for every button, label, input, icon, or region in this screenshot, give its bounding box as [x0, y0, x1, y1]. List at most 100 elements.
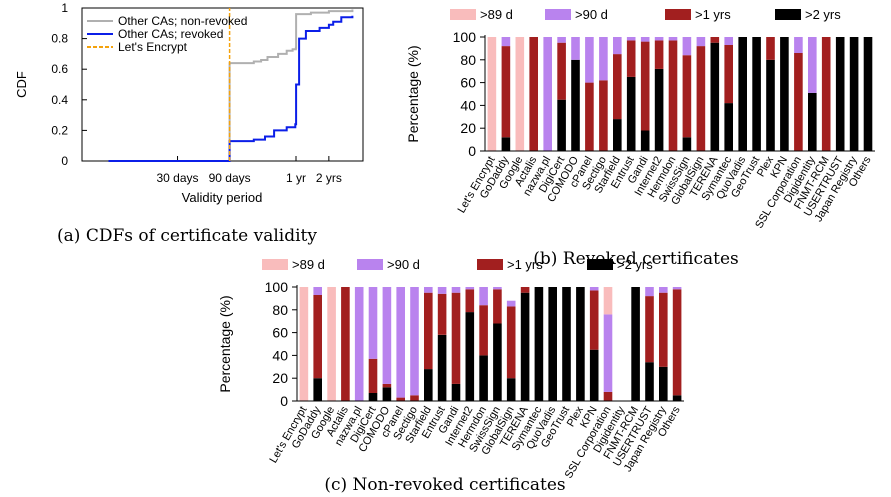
bar-segment	[543, 37, 552, 151]
bar-segment	[585, 82, 594, 151]
x-tick-label: 2 yrs	[316, 171, 342, 185]
caption-a: (a) CDFs of certificate validity	[57, 226, 317, 246]
bar-segment	[465, 289, 475, 313]
bar-segment	[659, 366, 668, 401]
bar-segment	[479, 305, 488, 356]
y-axis-label: Percentage (%)	[217, 295, 233, 392]
bar-segment	[529, 37, 538, 151]
bar-segment	[724, 45, 733, 104]
legend-swatch	[545, 9, 571, 20]
legend-swatch	[775, 9, 801, 20]
bar-segment	[501, 37, 511, 47]
bar-segment	[682, 55, 692, 138]
bar-segment	[599, 37, 608, 81]
bar-segment	[424, 292, 433, 370]
bar-segment	[506, 300, 516, 307]
bar-segment	[794, 53, 803, 151]
legend-label: Other CAs; revoked	[118, 27, 223, 41]
y-tick-label: 20	[272, 370, 288, 386]
bar-segment	[808, 37, 817, 93]
bar-segment	[437, 334, 447, 401]
bar-segment	[821, 37, 831, 151]
bar-segment	[710, 37, 720, 43]
legend-label: >90 d	[387, 257, 420, 272]
legend-swatch	[477, 259, 503, 270]
legend-label: >89 d	[292, 257, 325, 272]
y-tick-label: 100	[265, 279, 289, 295]
panel-b-revoked-chart: >89 d >90 d >1 yrs >2 yrs 0 20 40 60 80 100 Percen…	[405, 7, 875, 231]
bar-segment	[493, 323, 502, 401]
y-tick-label: 60	[272, 325, 288, 341]
y-tick-label: 0.4	[51, 93, 68, 107]
bar-segment	[520, 287, 530, 293]
legend-label: >1 yrs	[695, 7, 731, 22]
bar-segment	[557, 42, 566, 100]
caption-b: (b) Revoked certificates	[533, 249, 739, 269]
legend-swatch	[262, 259, 288, 270]
bar-segment	[710, 42, 720, 152]
x-tick-label: 30 days	[157, 171, 199, 185]
bar-segment	[808, 92, 817, 151]
bar-segment	[424, 369, 433, 401]
bar-segment	[465, 287, 475, 290]
bar-segment	[668, 40, 678, 151]
bar-segment	[794, 37, 803, 53]
legend-label: >90 d	[575, 7, 608, 22]
y-tick-label: 60	[460, 75, 476, 91]
bar-segment	[576, 287, 585, 401]
bar-segment	[613, 37, 622, 55]
legend-label: Other CAs; non-revoked	[118, 14, 247, 28]
bar-segment	[382, 287, 392, 384]
x-axis-label: Validity period	[182, 190, 263, 205]
bar-segment	[396, 287, 405, 398]
bar-segment	[299, 287, 309, 401]
bar-segment	[626, 37, 636, 41]
legend-label: >2 yrs	[617, 257, 653, 272]
bar-segment	[557, 99, 566, 151]
bar-segment	[451, 383, 461, 401]
bar-segment	[613, 119, 622, 151]
bar-segment	[410, 395, 419, 401]
bar-segment	[626, 40, 636, 77]
bar-segment	[382, 383, 392, 388]
bar-segment	[654, 68, 664, 151]
caption-c: (c) Non-revoked certificates	[324, 475, 565, 495]
y-axis-label: CDF	[14, 71, 29, 98]
panel-c-nonrevoked-chart: >89 d >90 d >1 yrs >2 yrs 0 20 40 60 80 100 Percen…	[217, 257, 684, 481]
legend-label: Let's Encrypt	[118, 40, 188, 54]
bar-segment	[724, 37, 733, 45]
bar-segment	[493, 287, 502, 290]
legend-label: >2 yrs	[805, 7, 841, 22]
panel-a-cdf-chart: 0 0.2 0.4 0.6 0.8 1 30 days 90 days 1 yr 2 yrs Oth…	[14, 1, 364, 205]
bar-segment	[659, 287, 668, 293]
bar-segment	[603, 391, 613, 401]
bar-segment	[557, 37, 566, 43]
x-tick-label: 90 days	[209, 171, 251, 185]
bar-segment	[382, 387, 392, 401]
bar-segment	[313, 287, 322, 295]
bar-segment	[368, 358, 378, 393]
y-tick-label: 40	[272, 347, 288, 363]
legend-b: >89 d >90 d >1 yrs >2 yrs	[450, 7, 841, 22]
y-tick-label: 0.2	[51, 123, 68, 137]
bar-segment	[654, 37, 664, 41]
y-tick-label: 100	[453, 29, 477, 45]
bar-segment	[506, 378, 516, 401]
y-tick-label: 80	[272, 302, 288, 318]
bar-segment	[501, 137, 511, 151]
bar-segment	[341, 287, 350, 401]
bar-segment	[327, 287, 336, 401]
bar-segment	[313, 295, 322, 379]
bar-segment	[645, 362, 654, 401]
bar-segment	[659, 292, 668, 367]
bar-segment	[668, 37, 678, 41]
bar-segment	[493, 289, 502, 324]
bar-segment	[451, 292, 461, 384]
legend-swatch	[587, 259, 613, 270]
y-tick-label: 0.6	[51, 62, 68, 76]
bar-segment	[766, 37, 775, 60]
legend-c: >89 d >90 d >1 yrs >2 yrs	[262, 257, 653, 272]
bar-segment	[780, 37, 789, 151]
bar-segment	[863, 37, 873, 151]
